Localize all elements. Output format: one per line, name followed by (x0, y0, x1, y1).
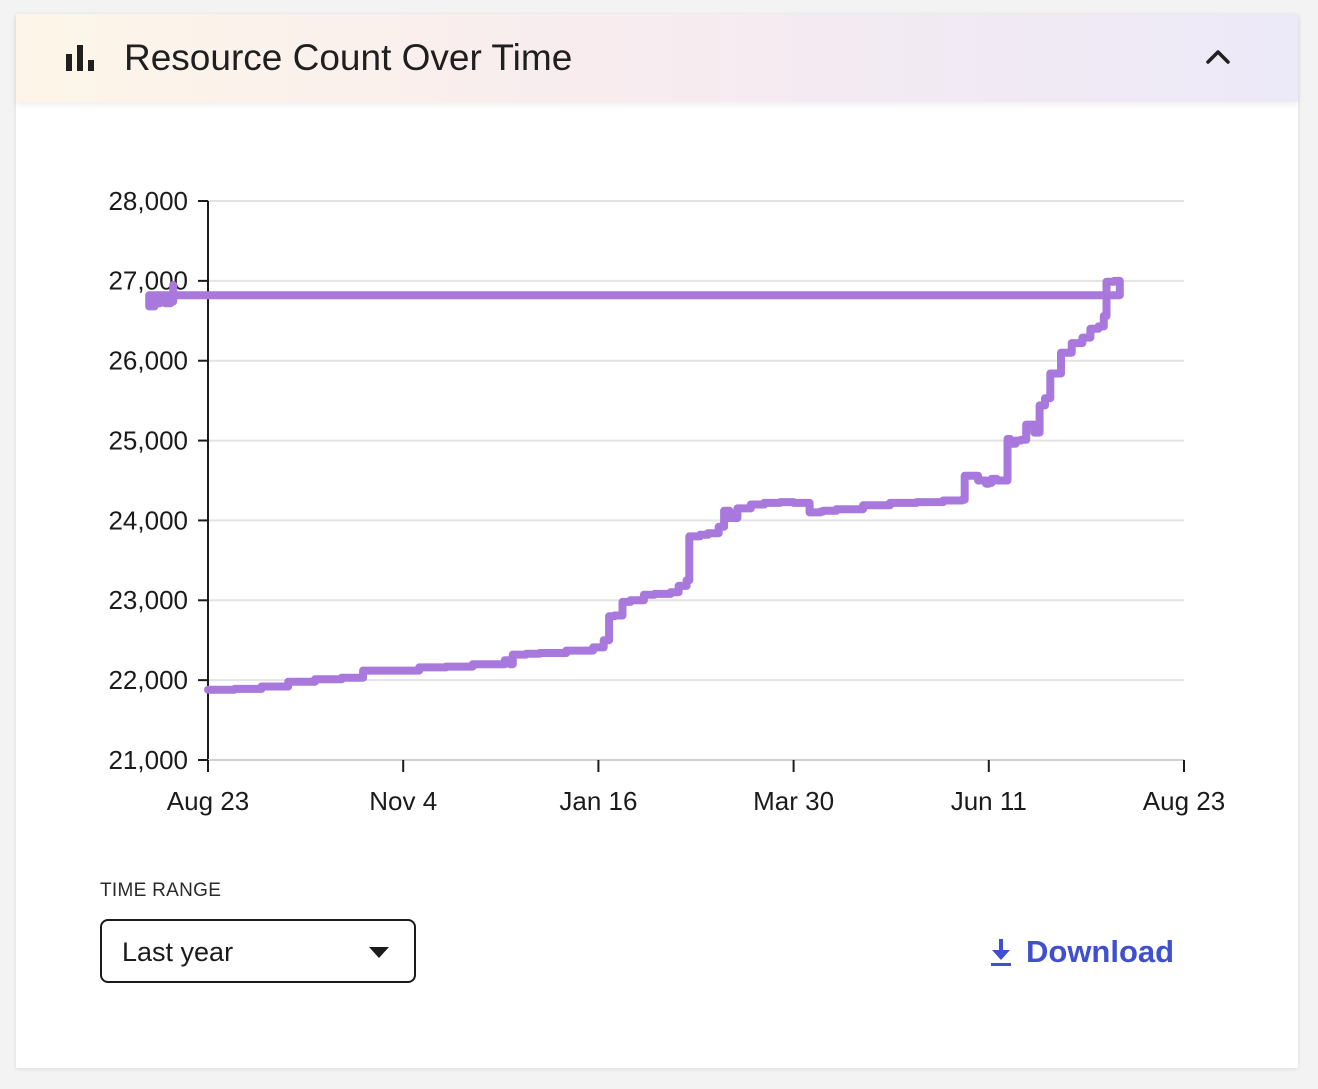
y-tick-label: 24,000 (108, 505, 188, 535)
x-tick-label: Jun 11 (951, 786, 1027, 816)
bar-chart-icon (66, 45, 94, 71)
chart-card: Resource Count Over Time (16, 14, 1298, 1068)
y-tick-label: 22,000 (108, 665, 188, 695)
download-button[interactable]: Download (988, 930, 1174, 974)
time-range-select[interactable]: Last year (100, 919, 416, 983)
chevron-up-icon (1206, 50, 1230, 64)
download-label: Download (1026, 934, 1175, 969)
x-tick-label: Jan 16 (559, 786, 637, 816)
y-tick-label: 25,000 (108, 425, 188, 455)
series-line (145, 276, 1124, 694)
time-range-label: TIME RANGE (100, 880, 222, 901)
x-tick-label: Nov 4 (369, 786, 437, 816)
time-range-value: Last year (122, 937, 234, 967)
caret-down-icon (369, 947, 389, 958)
card-header[interactable]: Resource Count Over Time (16, 14, 1298, 102)
x-tick-label: Aug 23 (167, 786, 249, 816)
card-title: Resource Count Over Time (124, 37, 573, 78)
x-tick-label: Aug 23 (1143, 786, 1225, 816)
collapse-button[interactable] (1198, 38, 1238, 78)
x-tick-label: Mar 30 (753, 786, 834, 816)
y-tick-label: 23,000 (108, 585, 188, 615)
download-icon (991, 939, 1011, 966)
y-tick-label: 26,000 (108, 346, 188, 376)
y-tick-label: 21,000 (108, 745, 188, 775)
y-tick-label: 28,000 (108, 186, 188, 216)
